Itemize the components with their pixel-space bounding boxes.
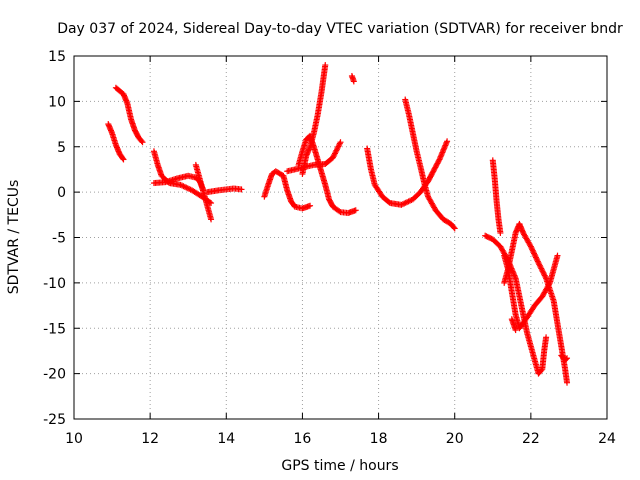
data-point [528,244,535,251]
data-point [435,159,442,166]
data-point [238,186,245,193]
data-point [534,258,541,265]
data-point [138,138,145,145]
data-point [538,367,545,374]
y-tick-label: -20 [43,367,66,383]
y-tick-label: -5 [52,231,66,247]
data-point [430,167,437,174]
data-point [433,161,440,168]
data-point [450,224,457,231]
data-point [434,160,441,167]
data-point [451,225,458,232]
data-point [543,334,550,341]
tick-layer: 10 12 14 16 18 20 22 24 15 10 5 0 -5 -10 -15 -20 -25 [43,49,616,447]
data-point [120,156,127,163]
x-tick-label: 10 [65,431,83,447]
data-point [444,138,451,145]
data-point [336,208,343,215]
y-tick-label: -25 [43,412,66,428]
data-point [554,252,561,259]
x-tick-label: 24 [598,431,616,447]
data-point [529,246,536,253]
data-point [431,165,438,172]
data-point [432,164,439,171]
x-tick-label: 14 [217,431,235,447]
y-tick-label: -15 [43,321,66,337]
data-point [337,139,344,146]
data-point [531,251,538,258]
x-axis-label: GPS time / hours [281,458,398,474]
x-tick-label: 16 [294,431,312,447]
data-point [322,62,329,69]
data-point [208,216,215,223]
data-point [529,247,536,254]
data-point [527,242,534,249]
data-point [497,229,504,236]
data-point [307,202,314,209]
data-point [435,157,442,164]
data-point [533,255,540,262]
y-axis-label: SDTVAR / TECUs [6,180,22,295]
data-point [564,379,571,386]
data-point [531,250,538,257]
chart-title: Day 037 of 2024, Sidereal Day-to-day VTE… [57,21,623,37]
x-tick-label: 20 [446,431,464,447]
data-point [534,257,541,264]
y-tick-label: 15 [48,49,66,65]
y-tick-label: 0 [57,185,66,201]
y-tick-label: 10 [48,94,66,110]
data-point [429,169,436,176]
data-point [139,139,146,146]
data-point [352,207,359,214]
data-marks [105,62,571,386]
data-point [563,356,570,363]
x-tick-label: 22 [522,431,540,447]
data-point [527,243,534,250]
data-point [532,253,539,260]
data-point [350,78,357,85]
data-point [119,155,126,162]
data-point [530,249,537,256]
data-point [433,163,440,170]
x-tick-label: 12 [141,431,159,447]
y-tick-label: -10 [43,276,66,292]
data-point [564,355,571,362]
data-point [428,170,435,177]
data-point [512,327,519,334]
y-tick-label: 5 [57,140,66,156]
data-point [430,168,437,175]
data-point [532,254,539,261]
x-tick-label: 18 [370,431,388,447]
